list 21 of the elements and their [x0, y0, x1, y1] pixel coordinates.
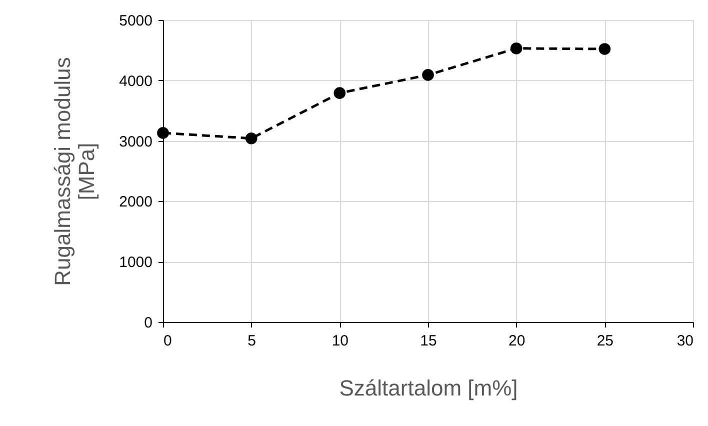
x-tick-label: 0	[164, 332, 172, 350]
point	[422, 69, 434, 81]
y-tick-label: 3000	[119, 133, 152, 150]
y-axis-title: Rugalmassági modulus [MPa]	[50, 57, 100, 286]
y-tick-label: 5000	[119, 12, 152, 30]
y-tick-label: 0	[144, 314, 152, 332]
x-axis-title: Száltartalom [m%]	[339, 376, 518, 400]
x-tick-label: 30	[676, 332, 694, 350]
x-tick-label: 5	[248, 332, 256, 350]
x-tick-label: 25	[596, 332, 614, 350]
point	[334, 87, 346, 99]
point	[598, 43, 611, 55]
y-tick-label: 2000	[119, 194, 152, 211]
point	[510, 42, 522, 54]
x-tick-label: 15	[420, 332, 437, 350]
y-tick-label: 4000	[119, 72, 152, 90]
point	[245, 132, 258, 144]
x-tick-label: 10	[332, 332, 349, 350]
point	[157, 127, 169, 139]
x-tick-label: 20	[508, 332, 526, 350]
y-tick-label: 1000	[119, 254, 152, 272]
